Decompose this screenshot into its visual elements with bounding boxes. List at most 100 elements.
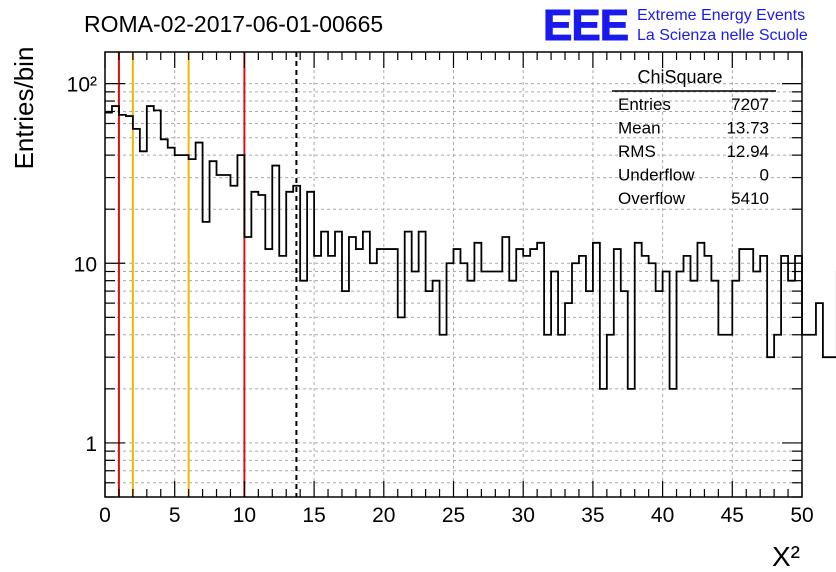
histogram-bin xyxy=(314,256,321,497)
histogram xyxy=(105,105,836,497)
histogram-bin xyxy=(704,256,711,497)
histogram-bin xyxy=(265,249,272,497)
stats-row-value: 12.94 xyxy=(726,142,769,161)
histogram-bin xyxy=(621,291,628,497)
histogram-bin xyxy=(105,113,112,497)
y-tick-label: 10 xyxy=(74,253,97,276)
x-tick-label: 0 xyxy=(99,504,111,527)
histogram-bin xyxy=(321,232,328,497)
x-tick-label: 10 xyxy=(233,504,256,527)
histogram-bin xyxy=(649,263,656,497)
histogram-bin xyxy=(781,256,788,497)
histogram-bin xyxy=(300,281,307,497)
histogram-outline xyxy=(105,105,836,390)
histogram-bin xyxy=(230,186,237,497)
histogram-bin xyxy=(635,243,642,497)
histogram-bin xyxy=(586,291,593,497)
x-axis-label: X² xyxy=(772,541,800,572)
x-tick-label: 5 xyxy=(169,504,181,527)
histogram-bin xyxy=(474,243,481,497)
histogram-bin xyxy=(739,249,746,497)
brand-line-2: La Scienza nelle Scuole xyxy=(637,27,808,44)
histogram-bin xyxy=(495,271,502,497)
x-tick-label: 40 xyxy=(651,504,674,527)
histogram-bin xyxy=(203,222,210,497)
histogram-bin xyxy=(774,335,781,497)
histogram-bin xyxy=(223,175,230,497)
histogram-bin xyxy=(760,256,767,497)
histogram-bin xyxy=(119,115,126,497)
histogram-bin xyxy=(711,281,718,497)
stats-row-label: Mean xyxy=(618,119,661,138)
histogram-bin xyxy=(419,232,426,497)
histogram-bin xyxy=(572,263,579,497)
eee-logo-text: EEE xyxy=(543,1,628,50)
histogram-bin xyxy=(412,271,419,497)
histogram-bin xyxy=(154,110,161,497)
histogram-bin xyxy=(481,271,488,497)
x-tick-label: 25 xyxy=(442,504,465,527)
histogram-bin xyxy=(663,271,670,497)
histogram-bin xyxy=(670,389,677,497)
stats-row-value: 5410 xyxy=(731,189,769,208)
x-tick-label: 35 xyxy=(581,504,604,527)
histogram-bin xyxy=(398,317,405,497)
histogram-bin xyxy=(823,357,830,497)
histogram-bin xyxy=(537,243,544,497)
histogram-bin xyxy=(579,256,586,497)
histogram-bin xyxy=(237,155,244,497)
eee-logo: EEE Extreme Energy Events La Scienza nel… xyxy=(543,1,808,51)
histogram-bin xyxy=(732,281,739,497)
histogram-bin xyxy=(642,256,649,497)
y-tick-label: 10² xyxy=(67,74,97,97)
histogram-bin xyxy=(523,256,530,497)
stats-box-title: ChiSquare xyxy=(637,67,722,87)
histogram-bin xyxy=(746,249,753,497)
histogram-bin xyxy=(558,335,565,497)
histogram-bin xyxy=(335,232,342,497)
histogram-bin xyxy=(809,335,816,497)
histogram-bin xyxy=(697,243,704,497)
stats-box: ChiSquare Entries 7207 Mean 13.73 RMS 12.94 Un… xyxy=(612,67,776,208)
x-tick-label: 15 xyxy=(302,504,325,527)
histogram-bin xyxy=(133,129,140,497)
histogram-bin xyxy=(530,249,537,497)
run-title: ROMA-02-2017-06-01-00665 xyxy=(84,11,383,37)
histogram-bin xyxy=(447,263,454,497)
histogram-bin xyxy=(217,175,224,497)
brand-line-1: Extreme Energy Events xyxy=(637,7,805,24)
stats-row-label: Entries xyxy=(618,95,671,114)
histogram-bin xyxy=(251,192,258,497)
histogram-bin xyxy=(279,256,286,497)
histogram-bin xyxy=(426,291,433,497)
histogram-bin xyxy=(258,195,265,497)
stats-row-value: 7207 xyxy=(731,95,769,114)
histogram-bin xyxy=(802,335,809,497)
histogram-bin xyxy=(405,232,412,497)
x-tick-label: 20 xyxy=(372,504,395,527)
x-tick-label: 50 xyxy=(790,504,813,527)
histogram-bin xyxy=(189,159,196,497)
histogram-bin xyxy=(391,249,398,497)
histogram-bin xyxy=(753,271,760,497)
histogram-bin xyxy=(593,243,600,497)
histogram-bin xyxy=(628,389,635,497)
stats-row-value: 0 xyxy=(760,166,769,185)
histogram-bin xyxy=(349,237,356,497)
stats-row-label: Overflow xyxy=(618,189,686,208)
histogram-bin xyxy=(614,249,621,497)
histogram-bin xyxy=(440,335,447,497)
histogram-bin xyxy=(384,249,391,497)
histogram-bin xyxy=(816,303,823,497)
histogram-bin xyxy=(293,186,300,497)
histogram-bin xyxy=(516,249,523,497)
histogram-bin xyxy=(182,155,189,497)
stats-row-label: RMS xyxy=(618,142,656,161)
histogram-bin xyxy=(460,263,467,497)
histogram-bin xyxy=(656,291,663,497)
histogram-bin xyxy=(467,281,474,497)
histogram-bin xyxy=(767,357,774,497)
stats-row-label: Underflow xyxy=(618,166,695,185)
histogram-bin xyxy=(286,192,293,497)
